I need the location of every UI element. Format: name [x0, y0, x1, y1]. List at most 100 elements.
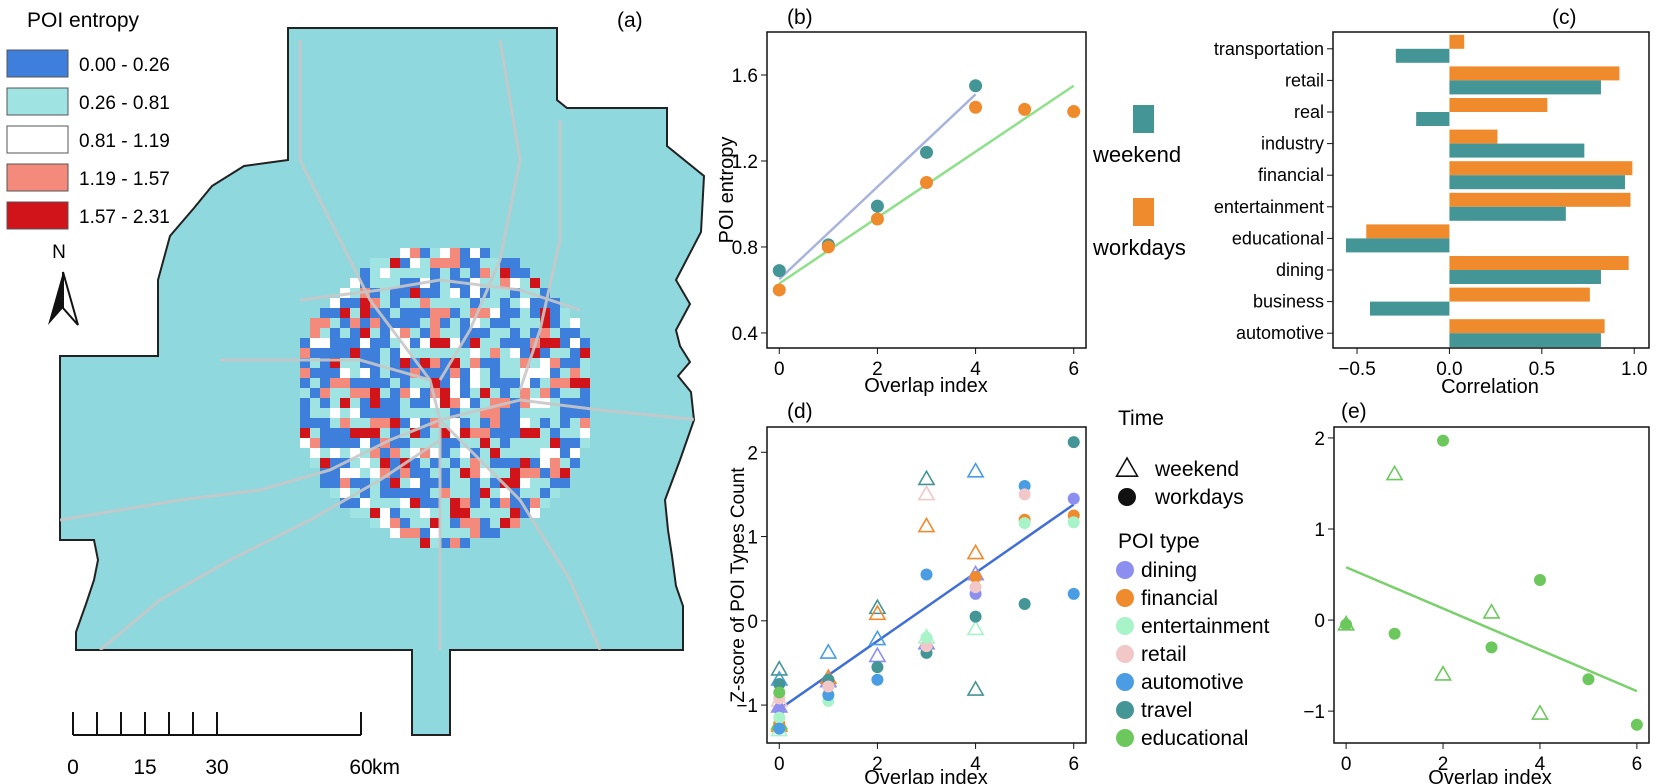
map-tract	[510, 408, 520, 418]
map-tract	[490, 278, 500, 288]
poi-legend-label-dining: dining	[1141, 559, 1197, 582]
map-tract	[380, 278, 390, 288]
map-tract	[370, 348, 380, 358]
poi-legend-swatch-automotive	[1116, 673, 1134, 691]
map-tract	[360, 498, 370, 508]
map-tract	[330, 448, 340, 458]
fit-line-weekend	[778, 93, 977, 281]
map-tract	[490, 508, 500, 518]
map-tract	[430, 248, 440, 258]
map-tract	[550, 348, 560, 358]
map-tract	[520, 278, 530, 288]
map-tract	[500, 488, 510, 498]
map-tract	[380, 388, 390, 398]
point-workdays	[1437, 434, 1450, 447]
map-tract	[520, 408, 530, 418]
map-tract	[350, 328, 360, 338]
map-tract	[350, 508, 360, 518]
map-tract	[460, 358, 470, 368]
map-tract	[560, 468, 570, 478]
map-tract	[490, 518, 500, 528]
map-tract	[440, 308, 450, 318]
map-tract	[560, 338, 570, 348]
map-tract	[540, 328, 550, 338]
map-tract	[480, 308, 490, 318]
map-tract	[370, 288, 380, 298]
map-tract	[310, 378, 320, 388]
legend-label: 1.57 - 2.31	[79, 207, 170, 228]
map-tract	[460, 348, 470, 358]
map-tract	[480, 488, 490, 498]
map-tract	[330, 468, 340, 478]
map-tract	[300, 368, 310, 378]
point-workdays-automotive	[1018, 479, 1031, 492]
time-legend-weekend: weekend	[1154, 458, 1239, 481]
e-xtick-label: 6	[1632, 754, 1643, 775]
map-tract	[420, 298, 430, 308]
map-tract	[370, 468, 380, 478]
map-tract	[560, 358, 570, 368]
map-tract	[420, 518, 430, 528]
map-tract	[340, 478, 350, 488]
panel-b-ylabel: POI entropy	[716, 137, 738, 244]
poi-legend-label-entertainment: entertainment	[1141, 615, 1270, 638]
map-tract	[490, 448, 500, 458]
scale-tick-label: 60	[349, 756, 372, 779]
map-tract	[460, 328, 470, 338]
map-tract	[450, 358, 460, 368]
panel-d-frame	[766, 426, 1087, 744]
map-tract	[510, 398, 520, 408]
map-tract	[470, 298, 480, 308]
map-tract	[460, 398, 470, 408]
point-weekend	[1434, 665, 1453, 681]
map-tract	[360, 398, 370, 408]
map-tract	[490, 368, 500, 378]
map-tract	[450, 308, 460, 318]
legend-label: 0.00 - 0.26	[79, 55, 170, 76]
map-tract	[480, 468, 490, 478]
b-ytick-label: 0.4	[732, 324, 759, 345]
map-tract	[510, 328, 520, 338]
point-workdays	[1067, 105, 1081, 119]
map-tract	[530, 368, 540, 378]
map-tract	[530, 478, 540, 488]
map-tract	[500, 468, 510, 478]
map-tract	[360, 368, 370, 378]
map-tract	[330, 478, 340, 488]
point-workdays	[969, 100, 983, 114]
map-tract	[450, 468, 460, 478]
map-tract	[410, 488, 420, 498]
map-tract	[550, 478, 560, 488]
map-tract	[300, 418, 310, 428]
map-tract	[390, 318, 400, 328]
map-tract	[520, 388, 530, 398]
map-tract	[350, 458, 360, 468]
map-tract	[500, 428, 510, 438]
poi-legend-label-retail: retail	[1141, 643, 1187, 666]
map-tract	[500, 388, 510, 398]
map-tract	[380, 288, 390, 298]
map-tract	[490, 298, 500, 308]
map-tract	[560, 458, 570, 468]
map-tract	[420, 478, 430, 488]
map-tract	[440, 358, 450, 368]
map-tract	[410, 478, 420, 488]
map-tract	[410, 318, 420, 328]
map-tract	[360, 508, 370, 518]
map-tract	[520, 308, 530, 318]
map-tract	[490, 348, 500, 358]
map-tract	[470, 398, 480, 408]
map-tract	[550, 338, 560, 348]
map-tract	[440, 438, 450, 448]
map-tract	[510, 288, 520, 298]
map-tract	[420, 378, 430, 388]
map-tract	[390, 428, 400, 438]
d-xtick-label: 2	[872, 754, 883, 775]
map-tract	[340, 448, 350, 458]
map-tract	[420, 288, 430, 298]
map-tract	[480, 438, 490, 448]
map-tract	[570, 458, 580, 468]
map-tract	[350, 318, 360, 328]
map-tract	[440, 338, 450, 348]
map-tract	[550, 378, 560, 388]
